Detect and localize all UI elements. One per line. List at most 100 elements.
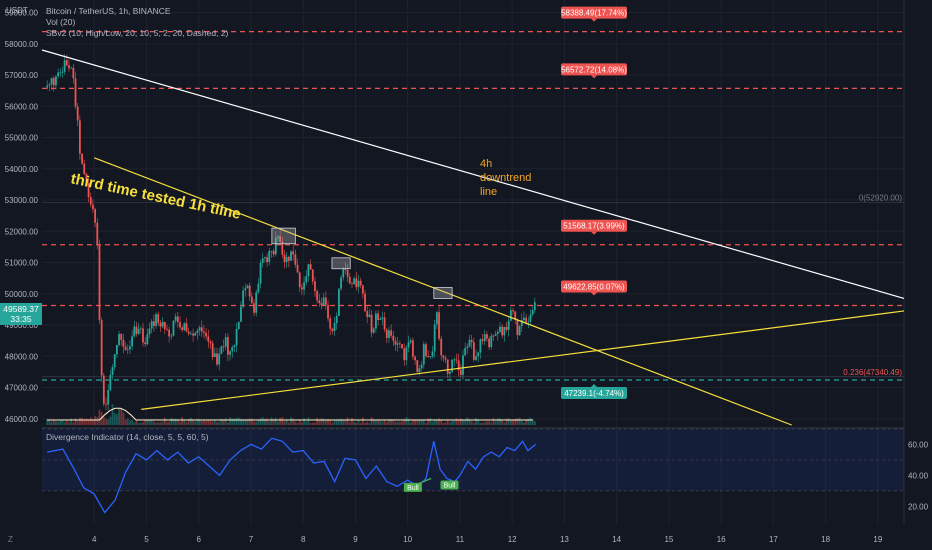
time-tick-label: 13	[560, 535, 569, 544]
volume-bar	[301, 422, 303, 425]
volume-ma-line	[47, 407, 534, 421]
candle-body	[346, 269, 349, 277]
chart-legend: Bitcoin / TetherUS, 1h, BINANCE Vol (20)…	[46, 6, 228, 39]
volume-bar	[490, 422, 493, 425]
volume-bar	[398, 421, 401, 425]
volume-bar	[433, 419, 436, 425]
legend-sbv2[interactable]: SBv2 (10, High/Low, 20, 10, 5, 2, 20, Da…	[46, 28, 229, 38]
candle-body	[139, 328, 142, 330]
candle-body	[462, 355, 464, 375]
volume-bar	[185, 422, 188, 425]
candle-body	[131, 336, 134, 347]
price-tick-label: 55000.00	[5, 134, 39, 143]
candle-body	[133, 326, 136, 337]
candle-body	[364, 293, 366, 312]
volume-bar	[401, 421, 403, 425]
candle-body	[244, 288, 247, 291]
candle-body	[237, 321, 240, 329]
volume-bar	[207, 420, 210, 425]
volume-bar	[335, 420, 338, 425]
volume-bar	[255, 421, 258, 425]
volume-bar	[468, 418, 471, 425]
candle-body	[94, 209, 97, 223]
volume-bar	[139, 422, 142, 425]
candle-body	[344, 268, 347, 270]
candle-body	[296, 264, 299, 273]
volume-bar	[74, 418, 77, 425]
candle-body	[416, 360, 419, 373]
time-tick-label: 7	[249, 535, 254, 544]
time-axis[interactable]: 4 5 6 7 8 9 10 11 12 13 14 15 16 17 18 19	[92, 535, 883, 544]
candle-body	[122, 339, 125, 347]
timezone-button[interactable]: Z	[8, 535, 13, 544]
volume-bar	[364, 422, 366, 425]
volume-bar	[372, 419, 375, 425]
candle-body	[55, 76, 57, 86]
candle-body	[472, 342, 475, 360]
candle-body	[531, 310, 534, 315]
candle-body	[529, 314, 532, 322]
candle-body	[255, 292, 258, 313]
volume-bar	[375, 420, 377, 425]
time-tick-label: 12	[508, 535, 517, 544]
test-box	[331, 257, 351, 270]
volume-bar	[303, 418, 305, 425]
downtrend-annotation-line: line	[480, 186, 497, 198]
volume-bar	[455, 418, 458, 425]
trendlines[interactable]	[41, 49, 905, 426]
level-label: 47239.1(-4.74%)	[564, 389, 624, 398]
volume-bar	[242, 419, 245, 425]
volume-bar	[277, 421, 279, 425]
price-tick-label: 57000.00	[5, 71, 39, 80]
volume-bar	[499, 418, 501, 425]
time-tick-label: 19	[873, 535, 882, 544]
candle-body	[253, 303, 255, 313]
candle-body	[335, 315, 338, 324]
volume-bar	[283, 421, 286, 425]
candle-body	[444, 357, 447, 360]
volume-bar	[213, 420, 216, 425]
candle-body	[433, 324, 436, 352]
volume-bar	[462, 420, 464, 425]
level-label: 51568.17(3.99%)	[563, 222, 625, 231]
candle-body	[455, 359, 458, 361]
volume-bar	[250, 418, 253, 425]
price-tick-label: 51000.00	[5, 259, 39, 268]
legend-title[interactable]: Bitcoin / TetherUS, 1h, BINANCE	[46, 6, 171, 16]
volume-bar	[61, 419, 64, 425]
test-box	[271, 227, 296, 245]
volume-bar	[294, 421, 297, 425]
candle-body	[105, 403, 107, 405]
candle-body	[229, 351, 231, 355]
volume-bar	[76, 421, 79, 425]
volume-bar	[438, 418, 440, 425]
volume-bar	[453, 420, 456, 425]
candle-body	[172, 320, 175, 336]
volume-bar	[442, 422, 445, 425]
candle-body	[183, 323, 186, 331]
candle-body	[235, 328, 238, 346]
legend-volume[interactable]: Vol (20)	[46, 17, 76, 27]
price-axis[interactable]: 46000.00 47000.00 48000.00 49000.00 50000.00…	[5, 9, 39, 424]
volume-bar	[98, 409, 101, 425]
volume-bar	[403, 419, 406, 425]
volume-bar	[63, 422, 66, 425]
candle-body	[527, 321, 530, 323]
candle-body	[351, 283, 353, 285]
osc-tick-label: 40.00	[908, 471, 929, 480]
volume-bar	[209, 421, 212, 425]
candle-body	[246, 285, 249, 289]
price-tick-label: 47000.00	[5, 384, 39, 393]
candle-body	[216, 353, 218, 365]
price-tick-label: 49000.00	[5, 321, 39, 330]
oscillator-legend[interactable]: Divergence Indicator (14, close, 5, 5, 6…	[46, 432, 209, 442]
volume-bar	[359, 422, 362, 425]
candle-body	[503, 326, 506, 336]
candle-body	[523, 317, 525, 321]
volume-bar	[355, 422, 358, 425]
candle-body	[309, 264, 312, 270]
volume-bar	[459, 418, 462, 425]
volume-bar	[320, 418, 323, 425]
candle-body	[61, 71, 64, 73]
